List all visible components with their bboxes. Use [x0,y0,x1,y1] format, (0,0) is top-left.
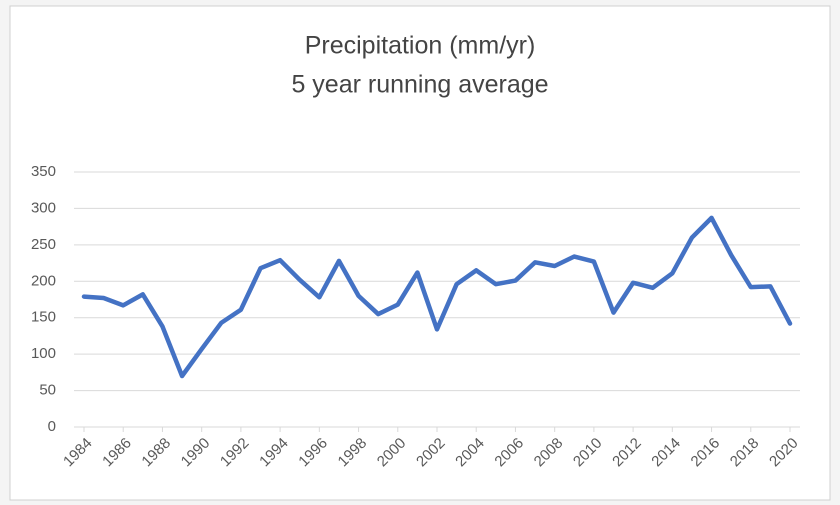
chart-title: Precipitation (mm/yr) [305,32,536,60]
chart-subtitle: 5 year running average [291,71,548,99]
y-tick-label: 100 [31,345,56,362]
y-tick-label: 200 [31,272,56,289]
y-tick-label: 250 [31,236,56,253]
data-line [81,215,793,379]
y-tick-label: 300 [31,199,56,216]
chart-area [9,5,831,501]
y-tick-label: 50 [39,382,56,399]
y-tick-label: 150 [31,309,56,326]
y-tick-label: 350 [31,163,56,180]
y-tick-label: 0 [48,418,56,435]
